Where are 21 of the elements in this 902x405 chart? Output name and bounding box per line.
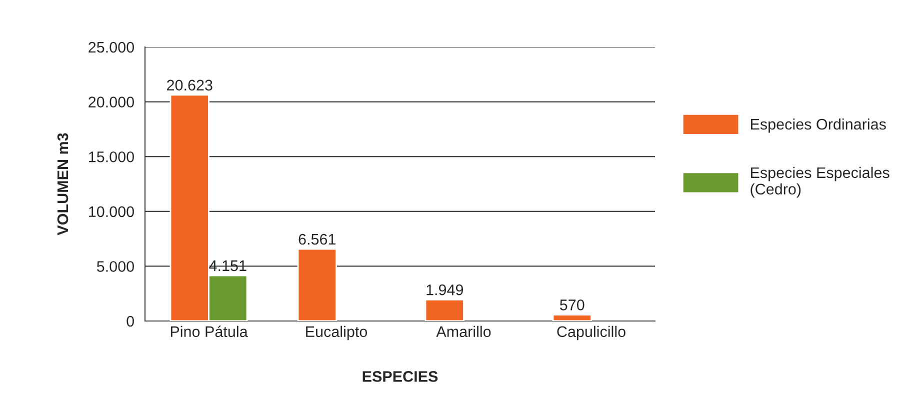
data-label: 6.561 xyxy=(298,234,336,245)
bar xyxy=(424,298,464,321)
legend-label: Especies Especiales (Cedro) xyxy=(750,166,890,198)
x-tick-label: Capulicillo xyxy=(557,326,626,340)
data-label: 20.623 xyxy=(167,80,212,91)
x-tick-label: Amarillo xyxy=(436,326,491,338)
x-axis-title: ESPECIES xyxy=(362,371,438,382)
y-tick-label: 20.000 xyxy=(88,96,134,108)
data-label: 1.949 xyxy=(426,284,464,296)
x-tick-label: Eucalipto xyxy=(306,326,368,340)
y-tick-label: 25.000 xyxy=(88,42,134,53)
x-tick-label: Pino Pátula xyxy=(170,326,248,338)
y-axis-title: VOLUMEN m3 xyxy=(57,133,68,236)
bar xyxy=(552,314,592,321)
bar xyxy=(297,248,337,321)
y-tick-label: 10.000 xyxy=(89,206,134,218)
y-tick-label: 5.000 xyxy=(96,261,134,272)
y-tick-label: 0 xyxy=(126,316,134,327)
data-label: 570 xyxy=(560,300,584,310)
y-tick-label: 15.000 xyxy=(89,151,134,162)
legend-label: Especies Ordinarias xyxy=(751,118,886,133)
